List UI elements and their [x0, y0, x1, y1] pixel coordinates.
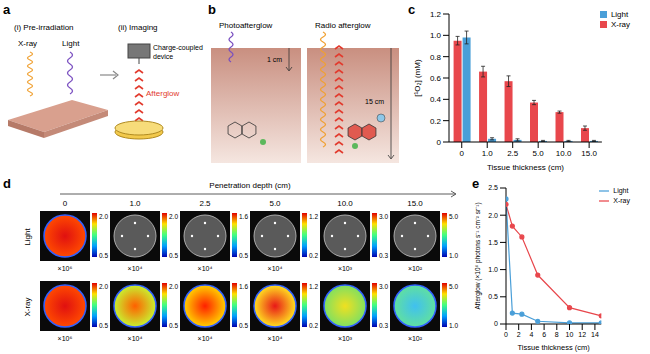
svg-text:1.6: 1.6 [239, 283, 248, 290]
html-text:d: d [3, 176, 11, 191]
svg-text:Photoafterglow: Photoafterglow [219, 21, 273, 30]
svg-text:1.0: 1.0 [430, 31, 442, 40]
svg-text:14: 14 [591, 331, 599, 338]
svg-text:×10³: ×10³ [338, 265, 353, 272]
svg-text:1.0: 1.0 [129, 199, 141, 208]
html-text:c: c [408, 2, 416, 17]
svg-text:5.0: 5.0 [269, 199, 281, 208]
svg-text:2.0: 2.0 [169, 213, 178, 220]
svg-text:Charge-coupled: Charge-coupled [153, 44, 203, 52]
svg-text:0.5: 0.5 [239, 322, 248, 329]
svg-text:0: 0 [460, 149, 465, 158]
svg-text:10: 10 [566, 331, 574, 338]
svg-text:Penetration depth (cm): Penetration depth (cm) [209, 181, 291, 190]
svg-text:2: 2 [517, 331, 521, 338]
html-text:b: b [208, 2, 216, 17]
svg-text:1.2: 1.2 [430, 10, 442, 19]
svg-text:4: 4 [529, 331, 533, 338]
svg-text:15 cm: 15 cm [365, 98, 384, 105]
svg-text:10.0: 10.0 [337, 199, 353, 208]
svg-text:2.5: 2.5 [199, 199, 211, 208]
svg-text:5.0: 5.0 [449, 213, 458, 220]
html-text:X-ray: X-ray [613, 197, 630, 205]
svg-text:1.0: 1.0 [449, 252, 458, 259]
svg-text:Afterglow: Afterglow [146, 89, 180, 98]
html-text:Light: Light [613, 187, 629, 194]
svg-text:×10⁴: ×10⁴ [198, 335, 213, 342]
svg-text:0.5: 0.5 [169, 252, 178, 259]
svg-text:0.4: 0.4 [430, 95, 442, 104]
svg-text:Light: Light [62, 39, 80, 48]
svg-text:×10⁴: ×10⁴ [268, 335, 283, 342]
svg-text:0.2: 0.2 [309, 322, 318, 329]
svg-text:device: device [153, 53, 173, 60]
svg-text:6: 6 [542, 331, 546, 338]
svg-text:0.8: 0.8 [430, 53, 442, 62]
svg-text:3.0: 3.0 [379, 213, 388, 220]
svg-text:2.0: 2.0 [169, 283, 178, 290]
svg-text:0: 0 [494, 320, 498, 327]
svg-text:0.3: 0.3 [379, 252, 388, 259]
svg-text:×10⁶: ×10⁶ [58, 335, 73, 342]
svg-text:12: 12 [578, 331, 586, 338]
svg-text:Tissue thickness (cm): Tissue thickness (cm) [518, 343, 591, 352]
svg-text:[¹O₂] (mM): [¹O₂] (mM) [413, 59, 422, 97]
svg-text:1.0: 1.0 [449, 322, 458, 329]
svg-text:×10³: ×10³ [338, 335, 353, 342]
svg-text:0.5: 0.5 [99, 322, 108, 329]
svg-text:8: 8 [555, 331, 559, 338]
html-text:Light: Light [610, 10, 629, 19]
svg-text:Tissue thickness (cm): Tissue thickness (cm) [487, 163, 564, 172]
svg-text:0: 0 [504, 331, 508, 338]
svg-text:X-ray: X-ray [23, 297, 32, 316]
svg-text:Radio afterglow: Radio afterglow [315, 21, 371, 30]
svg-text:10.0: 10.0 [556, 149, 572, 158]
svg-text:0.5: 0.5 [169, 322, 178, 329]
svg-text:1.2: 1.2 [309, 283, 318, 290]
svg-text:×10⁴: ×10⁴ [268, 265, 283, 272]
svg-text:1.5: 1.5 [488, 239, 498, 246]
svg-text:1.2: 1.2 [309, 213, 318, 220]
svg-text:0.2: 0.2 [309, 252, 318, 259]
svg-text:1.0: 1.0 [488, 266, 498, 273]
svg-text:0.3: 0.3 [379, 322, 388, 329]
svg-text:2.0: 2.0 [99, 283, 108, 290]
svg-text:×10⁴: ×10⁴ [128, 335, 143, 342]
svg-text:×10⁶: ×10⁶ [58, 265, 73, 272]
svg-text:Afterglow (×10⁶ photons s⁻¹ cm: Afterglow (×10⁶ photons s⁻¹ cm⁻² sr⁻¹) [474, 202, 482, 309]
svg-text:2.0: 2.0 [99, 213, 108, 220]
svg-text:5.0: 5.0 [533, 149, 545, 158]
html-text:e: e [472, 176, 480, 191]
html-text:X-ray: X-ray [610, 20, 630, 29]
html-text:a: a [3, 2, 11, 17]
svg-text:1.6: 1.6 [239, 213, 248, 220]
svg-text:×10⁴: ×10⁴ [198, 265, 213, 272]
svg-text:1 cm: 1 cm [267, 56, 282, 63]
svg-text:0.5: 0.5 [239, 252, 248, 259]
svg-text:×10²: ×10² [408, 335, 423, 342]
svg-text:0.2: 0.2 [430, 117, 442, 126]
svg-text:(i) Pre-irradiation: (i) Pre-irradiation [14, 23, 74, 32]
svg-text:15.0: 15.0 [407, 199, 423, 208]
svg-text:5.0: 5.0 [449, 283, 458, 290]
svg-text:Light: Light [23, 228, 32, 246]
svg-text:2.5: 2.5 [488, 184, 498, 191]
svg-text:0.5: 0.5 [488, 293, 498, 300]
svg-text:0.6: 0.6 [430, 74, 442, 83]
svg-text:0.5: 0.5 [99, 252, 108, 259]
svg-text:1.0: 1.0 [482, 149, 494, 158]
svg-text:2.0: 2.0 [488, 212, 498, 219]
svg-text:2.5: 2.5 [507, 149, 519, 158]
svg-text:×10²: ×10² [408, 265, 423, 272]
svg-text:15.0: 15.0 [581, 149, 597, 158]
svg-text:×10⁴: ×10⁴ [128, 265, 143, 272]
svg-text:3.0: 3.0 [379, 283, 388, 290]
svg-text:0: 0 [437, 138, 442, 147]
svg-text:X-ray: X-ray [18, 39, 37, 48]
svg-text:0: 0 [63, 199, 68, 208]
svg-text:(ii) Imaging: (ii) Imaging [118, 23, 158, 32]
